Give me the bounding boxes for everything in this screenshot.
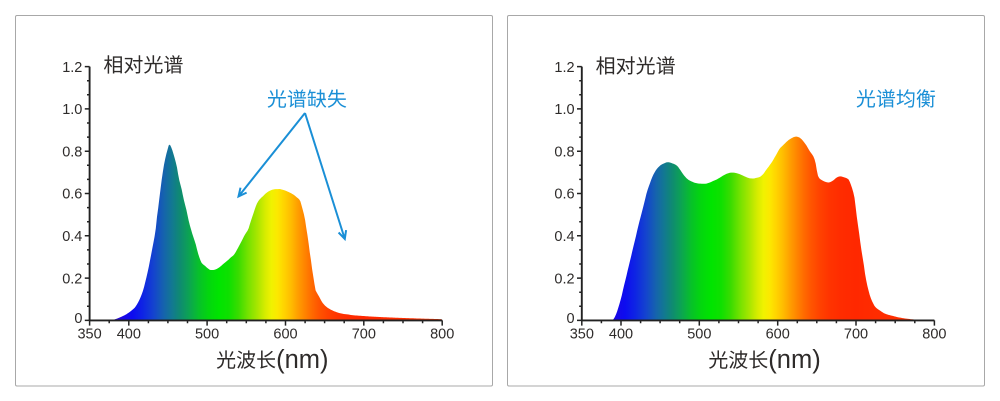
svg-text:1.0: 1.0 [62,102,82,118]
svg-text:700: 700 [352,327,376,343]
svg-text:0: 0 [567,311,575,327]
svg-text:350: 350 [570,327,594,343]
svg-text:0.4: 0.4 [554,229,574,245]
svg-text:500: 500 [195,327,219,343]
svg-text:700: 700 [844,327,868,343]
svg-text:600: 600 [766,327,790,343]
svg-text:(nm): (nm) [768,346,820,374]
svg-text:800: 800 [430,327,454,343]
svg-text:1.2: 1.2 [62,60,82,76]
svg-text:0.8: 0.8 [554,144,574,160]
svg-text:400: 400 [117,327,141,343]
svg-text:0.2: 0.2 [62,271,82,287]
svg-text:1.2: 1.2 [554,60,574,76]
svg-text:0: 0 [74,311,82,327]
svg-text:0.6: 0.6 [62,187,82,203]
svg-text:0.6: 0.6 [554,187,574,203]
svg-text:400: 400 [609,327,633,343]
svg-text:600: 600 [273,327,297,343]
svg-text:0.2: 0.2 [554,271,574,287]
svg-text:0.8: 0.8 [62,144,82,160]
svg-text:(nm): (nm) [276,346,328,374]
svg-text:0.4: 0.4 [62,229,82,245]
svg-text:500: 500 [687,327,711,343]
svg-text:1.0: 1.0 [554,102,574,118]
svg-text:800: 800 [922,327,946,343]
svg-text:350: 350 [77,327,101,343]
